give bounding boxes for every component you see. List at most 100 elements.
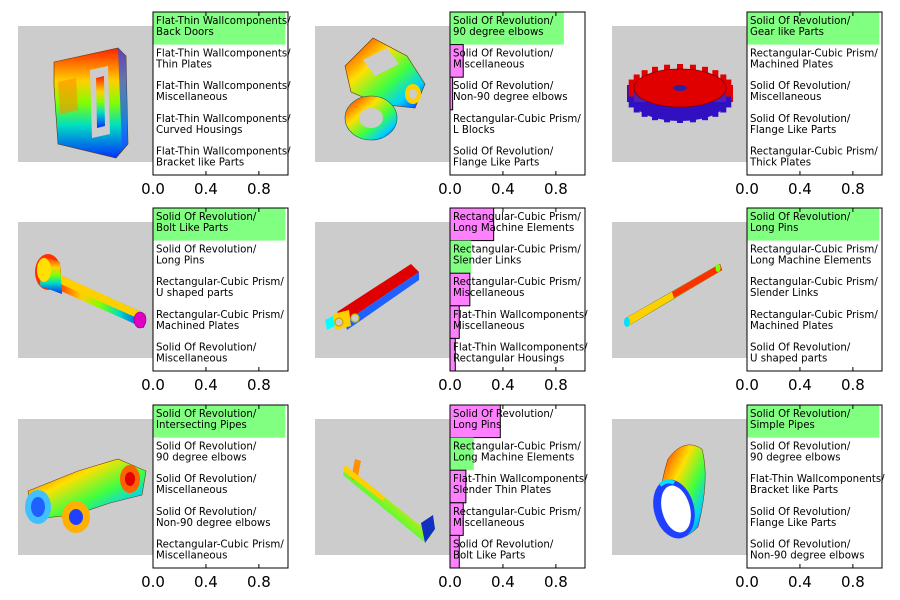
bar-chart-2: Solid Of Revolution/90 degree elbows Soli… [438, 11, 586, 198]
axes-frame [152, 404, 289, 569]
simple-pipe-render [653, 444, 706, 539]
category-label: Solid Of Revolution/Intersecting Pipes [156, 409, 257, 431]
category-label: Solid Of Revolution/Long Pins [156, 245, 257, 267]
category-label: Rectangular-Cubic Prism/Long Machine Ele… [453, 212, 581, 234]
axes-frame [152, 207, 289, 372]
category-label: Rectangular-Cubic Prism/Machined Plates [156, 310, 284, 332]
category-label: Solid Of Revolution/Bolt Like Parts [453, 539, 554, 561]
category-label: Solid Of Revolution/Bolt Like Parts [156, 212, 257, 234]
bar [450, 240, 472, 274]
category-label: Flat-Thin Wallcomponents/Slender Thin Pl… [453, 474, 588, 496]
category-label: Rectangular-Cubic Prism/U shaped parts [156, 277, 284, 299]
category-label: Rectangular-Cubic Prism/Slender Links [453, 245, 581, 267]
axes-frame [746, 404, 883, 569]
x-tick-label: 0.8 [841, 180, 865, 198]
x-tick-label: 0.0 [141, 573, 165, 591]
category-label: Rectangular-Cubic Prism/Slender Links [750, 277, 878, 299]
part-thumbnail-back-door [18, 26, 153, 162]
category-label: Flat-Thin Wallcomponents/Miscellaneous [156, 81, 291, 103]
category-label: Flat-Thin Wallcomponents/Bracket like Pa… [750, 474, 885, 496]
part-thumbnail-slender-thin-plate [315, 419, 450, 555]
bar-chart-7: Solid Of Revolution/Intersecting Pipes So… [141, 404, 289, 591]
bar-chart-9: Solid Of Revolution/Simple Pipes Solid Of… [735, 404, 885, 591]
x-tick-label: 0.4 [491, 180, 515, 198]
part-thumbnail-long-pin [612, 222, 747, 358]
bar [449, 404, 501, 439]
part-thumbnail-intersecting-pipes [18, 419, 153, 555]
category-label: Flat-Thin Wallcomponents/Curved Housings [156, 114, 291, 136]
bar [153, 405, 286, 438]
bar-chart-5: Rectangular-Cubic Prism/Long Machine Ele… [438, 207, 588, 394]
bar-chart-1: Flat-Thin Wallcomponents/Back Doors Flat-… [141, 11, 291, 198]
bolt-render [35, 254, 147, 329]
x-tick-label: 0.0 [735, 573, 759, 591]
category-label: Solid Of Revolution/Miscellaneous [156, 474, 257, 496]
gear-render [627, 64, 733, 123]
category-label: Flat-Thin Wallcomponents/Thin Plates [155, 49, 291, 71]
x-tick-label: 0.8 [247, 573, 271, 591]
category-label: Rectangular-Cubic Prism/Thick Plates [749, 146, 878, 168]
category-label: Solid Of Revolution/Long Pins [453, 409, 554, 431]
category-label: Rectangular-Cubic Prism/Machined Plates [750, 49, 878, 71]
bar-chart-6: Solid Of Revolution/Long Pins Rectangular… [735, 207, 883, 394]
part-thumbnail-gear [612, 26, 747, 162]
x-tick-label: 0.4 [491, 573, 515, 591]
x-tick-label: 0.8 [247, 180, 271, 198]
long-machine-element-render [325, 264, 419, 330]
category-label: Solid Of Revolution/U shaped parts [750, 342, 851, 364]
bar-chart-4: Solid Of Revolution/Bolt Like Parts Solid… [141, 207, 289, 394]
x-tick-label: 0.0 [438, 376, 462, 394]
category-label: Solid Of Revolution/90 degree elbows [750, 442, 851, 464]
bar [450, 12, 564, 45]
bar-chart-3: Solid Of Revolution/Gear like Parts Recta… [735, 11, 883, 198]
x-tick-label: 0.8 [841, 573, 865, 591]
category-label: Rectangular-Cubic Prism/Miscellaneous [156, 539, 284, 561]
axes-frame [449, 207, 586, 372]
category-label: Solid Of Revolution/90 degree elbows [453, 16, 554, 38]
category-label: Solid Of Revolution/Gear like Parts [750, 16, 851, 38]
part-thumbnail-elbow-bracket [315, 26, 450, 162]
long-pin-render [624, 263, 723, 327]
axes-frame [152, 11, 289, 176]
category-label: Solid Of Revolution/Non-90 degree elbows [453, 81, 568, 103]
category-label: Rectangular-Cubic Prism/L Blocks [453, 114, 581, 136]
x-tick-label: 0.8 [544, 180, 568, 198]
x-tick-label: 0.8 [841, 376, 865, 394]
x-tick-label: 0.4 [194, 376, 218, 394]
slender-thin-plate-render [343, 459, 435, 543]
x-tick-label: 0.4 [491, 376, 515, 394]
category-label: Solid Of Revolution/Long Pins [750, 212, 851, 234]
category-label: Solid Of Revolution/90 degree elbows [156, 442, 257, 464]
category-label: Rectangular-Cubic Prism/Miscellaneous [453, 507, 581, 529]
category-label: Flat-Thin Wallcomponents/Bracket like Pa… [156, 146, 291, 168]
bar [747, 12, 880, 45]
x-tick-label: 0.0 [735, 180, 759, 198]
gear-tooth [628, 79, 635, 97]
x-tick-label: 0.0 [438, 180, 462, 198]
x-tick-label: 0.8 [544, 376, 568, 394]
category-label: Solid Of Revolution/Flange Like Parts [750, 507, 851, 529]
x-tick-label: 0.0 [141, 376, 165, 394]
category-label: Flat-Thin Wallcomponents/Rectangular Hou… [453, 342, 588, 364]
part-thumbnail-simple-pipe [612, 419, 747, 555]
category-label: Solid Of Revolution/Simple Pipes [750, 409, 851, 431]
category-label: Solid Of Revolution/Miscellaneous [453, 49, 554, 71]
x-tick-label: 0.8 [544, 573, 568, 591]
x-tick-label: 0.0 [438, 573, 462, 591]
gear-tooth [725, 79, 732, 97]
x-tick-label: 0.0 [735, 376, 759, 394]
bar [153, 208, 286, 241]
category-label: Solid Of Revolution/Flange Like Parts [453, 146, 554, 168]
category-label: Rectangular-Cubic Prism/Machined Plates [750, 310, 878, 332]
category-label: Solid Of Revolution/Miscellaneous [750, 81, 851, 103]
category-label: Flat-Thin Wallcomponents/Miscellaneous [453, 310, 588, 332]
category-label: Solid Of Revolution/Non-90 degree elbows [750, 539, 865, 561]
category-label: Solid Of Revolution/Miscellaneous [156, 342, 257, 364]
x-tick-label: 0.4 [788, 180, 812, 198]
bar [153, 12, 286, 45]
axes-frame [746, 207, 883, 372]
x-tick-label: 0.8 [247, 376, 271, 394]
axes-frame [449, 11, 586, 176]
